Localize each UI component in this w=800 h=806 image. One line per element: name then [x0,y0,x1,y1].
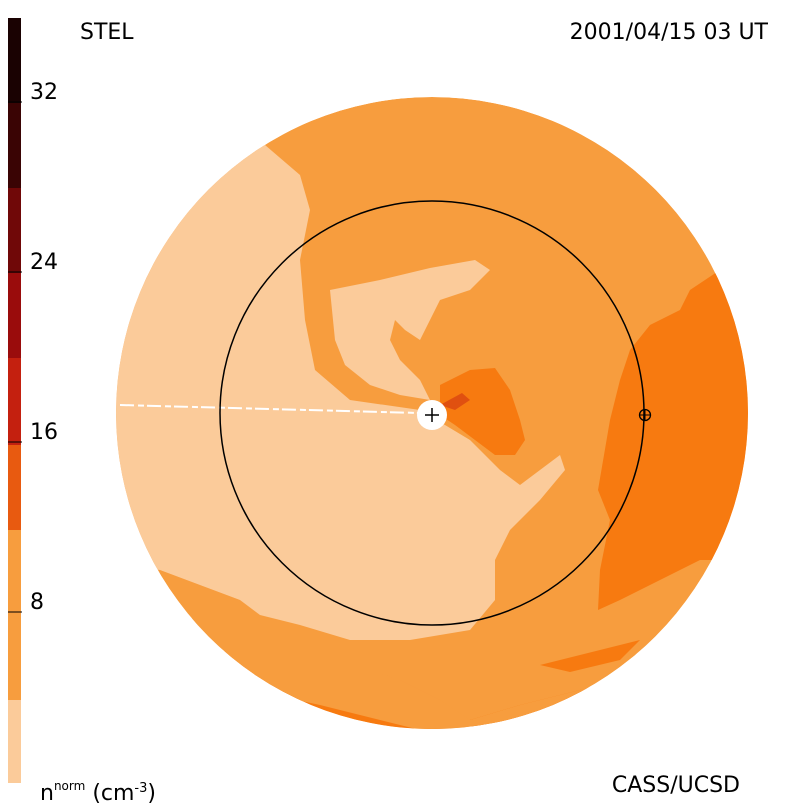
field-light-west [116,145,565,640]
tick-label-24: 24 [30,250,58,275]
density-field [116,97,748,729]
unit-base: n [40,781,54,806]
field-light-north-hook [330,260,490,400]
colorbar-swatch-black [8,18,21,103]
tick-label-16: 16 [30,420,58,445]
colorbar-swatches [8,18,21,783]
field-dark-center [440,393,470,410]
timestamp-label: 2001/04/15 03 UT [569,20,768,45]
tick-label-8: 8 [30,590,44,615]
unit-paren: (cm [92,781,135,806]
colorbar-swatch-darkred [8,273,21,358]
colorbar-swatch-maroon [8,188,21,273]
unit-close: ) [147,781,156,806]
colorbar-swatch-brown [8,103,21,188]
unit-super: norm [53,779,86,793]
field-light-south-band [116,600,700,729]
earth-orbit-circle [219,200,645,626]
colorbar-swatch-lightest [8,700,21,783]
observatory-label: STEL [80,20,134,45]
field-medium-east [598,270,748,610]
field-medium-center [440,368,525,455]
unit-exp: -3 [134,781,148,796]
tick-label-32: 32 [30,80,58,105]
colorbar-swatch-red [8,358,21,445]
colorbar-ticks [8,101,22,613]
unit-label: nnorm (cm-3) [40,775,156,805]
solar-wind-streak [119,404,421,414]
credit-label: CASS/UCSD [611,773,740,798]
colorbar-swatch-dark [8,445,21,530]
colorbar-swatch-light [8,530,21,700]
field-medium-patch-se [540,640,640,672]
